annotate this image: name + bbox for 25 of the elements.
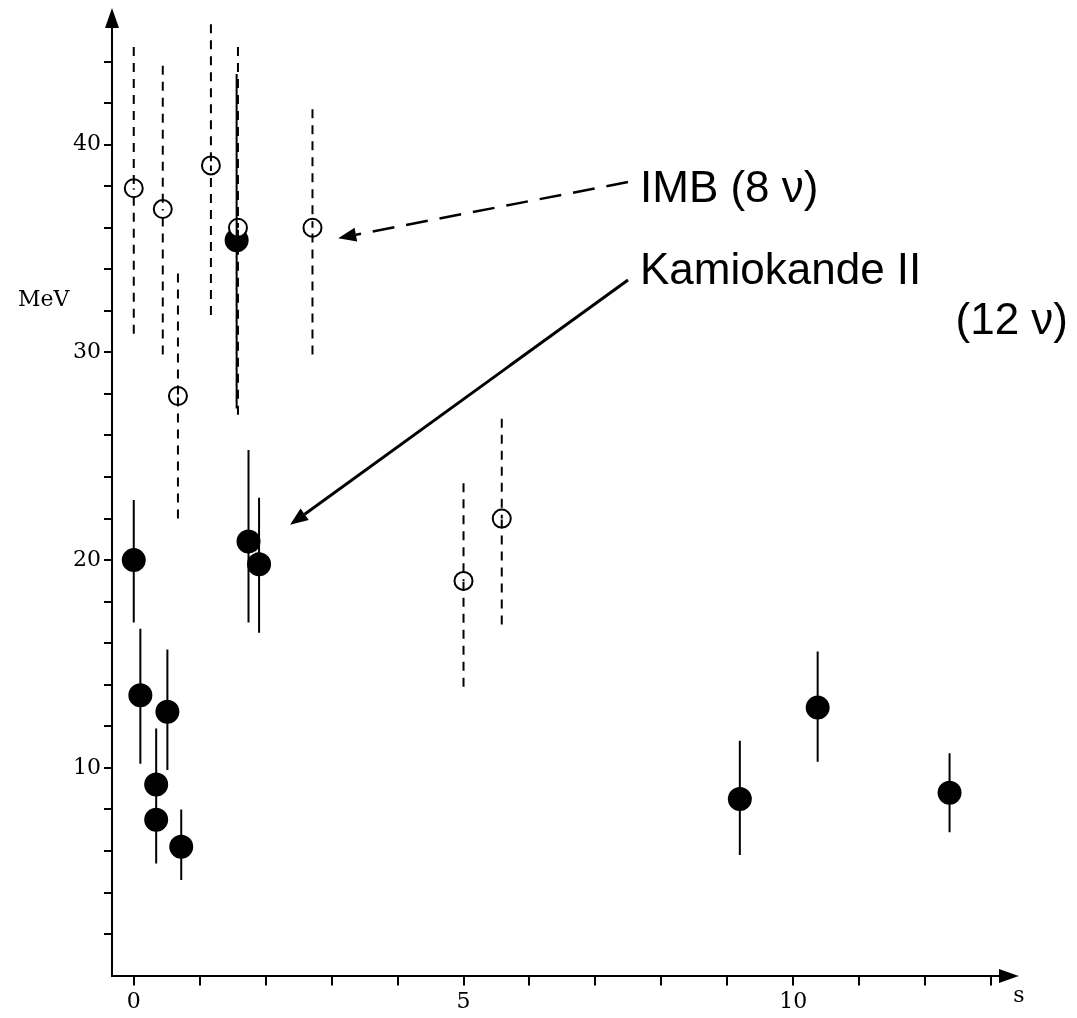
point [155,699,180,724]
annotation: Kamiokande II (12 ν) [640,244,1068,344]
point [453,570,474,591]
y-tick-label: 20 [72,545,101,571]
point [144,807,169,832]
point [491,508,512,529]
y-tick-label: 40 [72,130,101,156]
point [302,217,323,238]
annotation: IMB (8 ν) [640,162,819,212]
y-tick-label: 10 [72,753,101,779]
point [144,772,169,797]
point [152,199,173,220]
y-axis-title: MeV [18,286,71,312]
point [123,178,144,199]
point [121,548,146,573]
point [128,683,153,708]
x-tick-label: 10 [779,987,808,1013]
x-tick-label: 0 [126,987,141,1013]
point [727,787,752,812]
x-axis-title: s [1013,982,1025,1008]
point [169,834,194,859]
y-tick-label: 30 [72,338,101,364]
x-tick-label: 5 [456,987,471,1013]
point [937,780,962,805]
point [200,155,221,176]
